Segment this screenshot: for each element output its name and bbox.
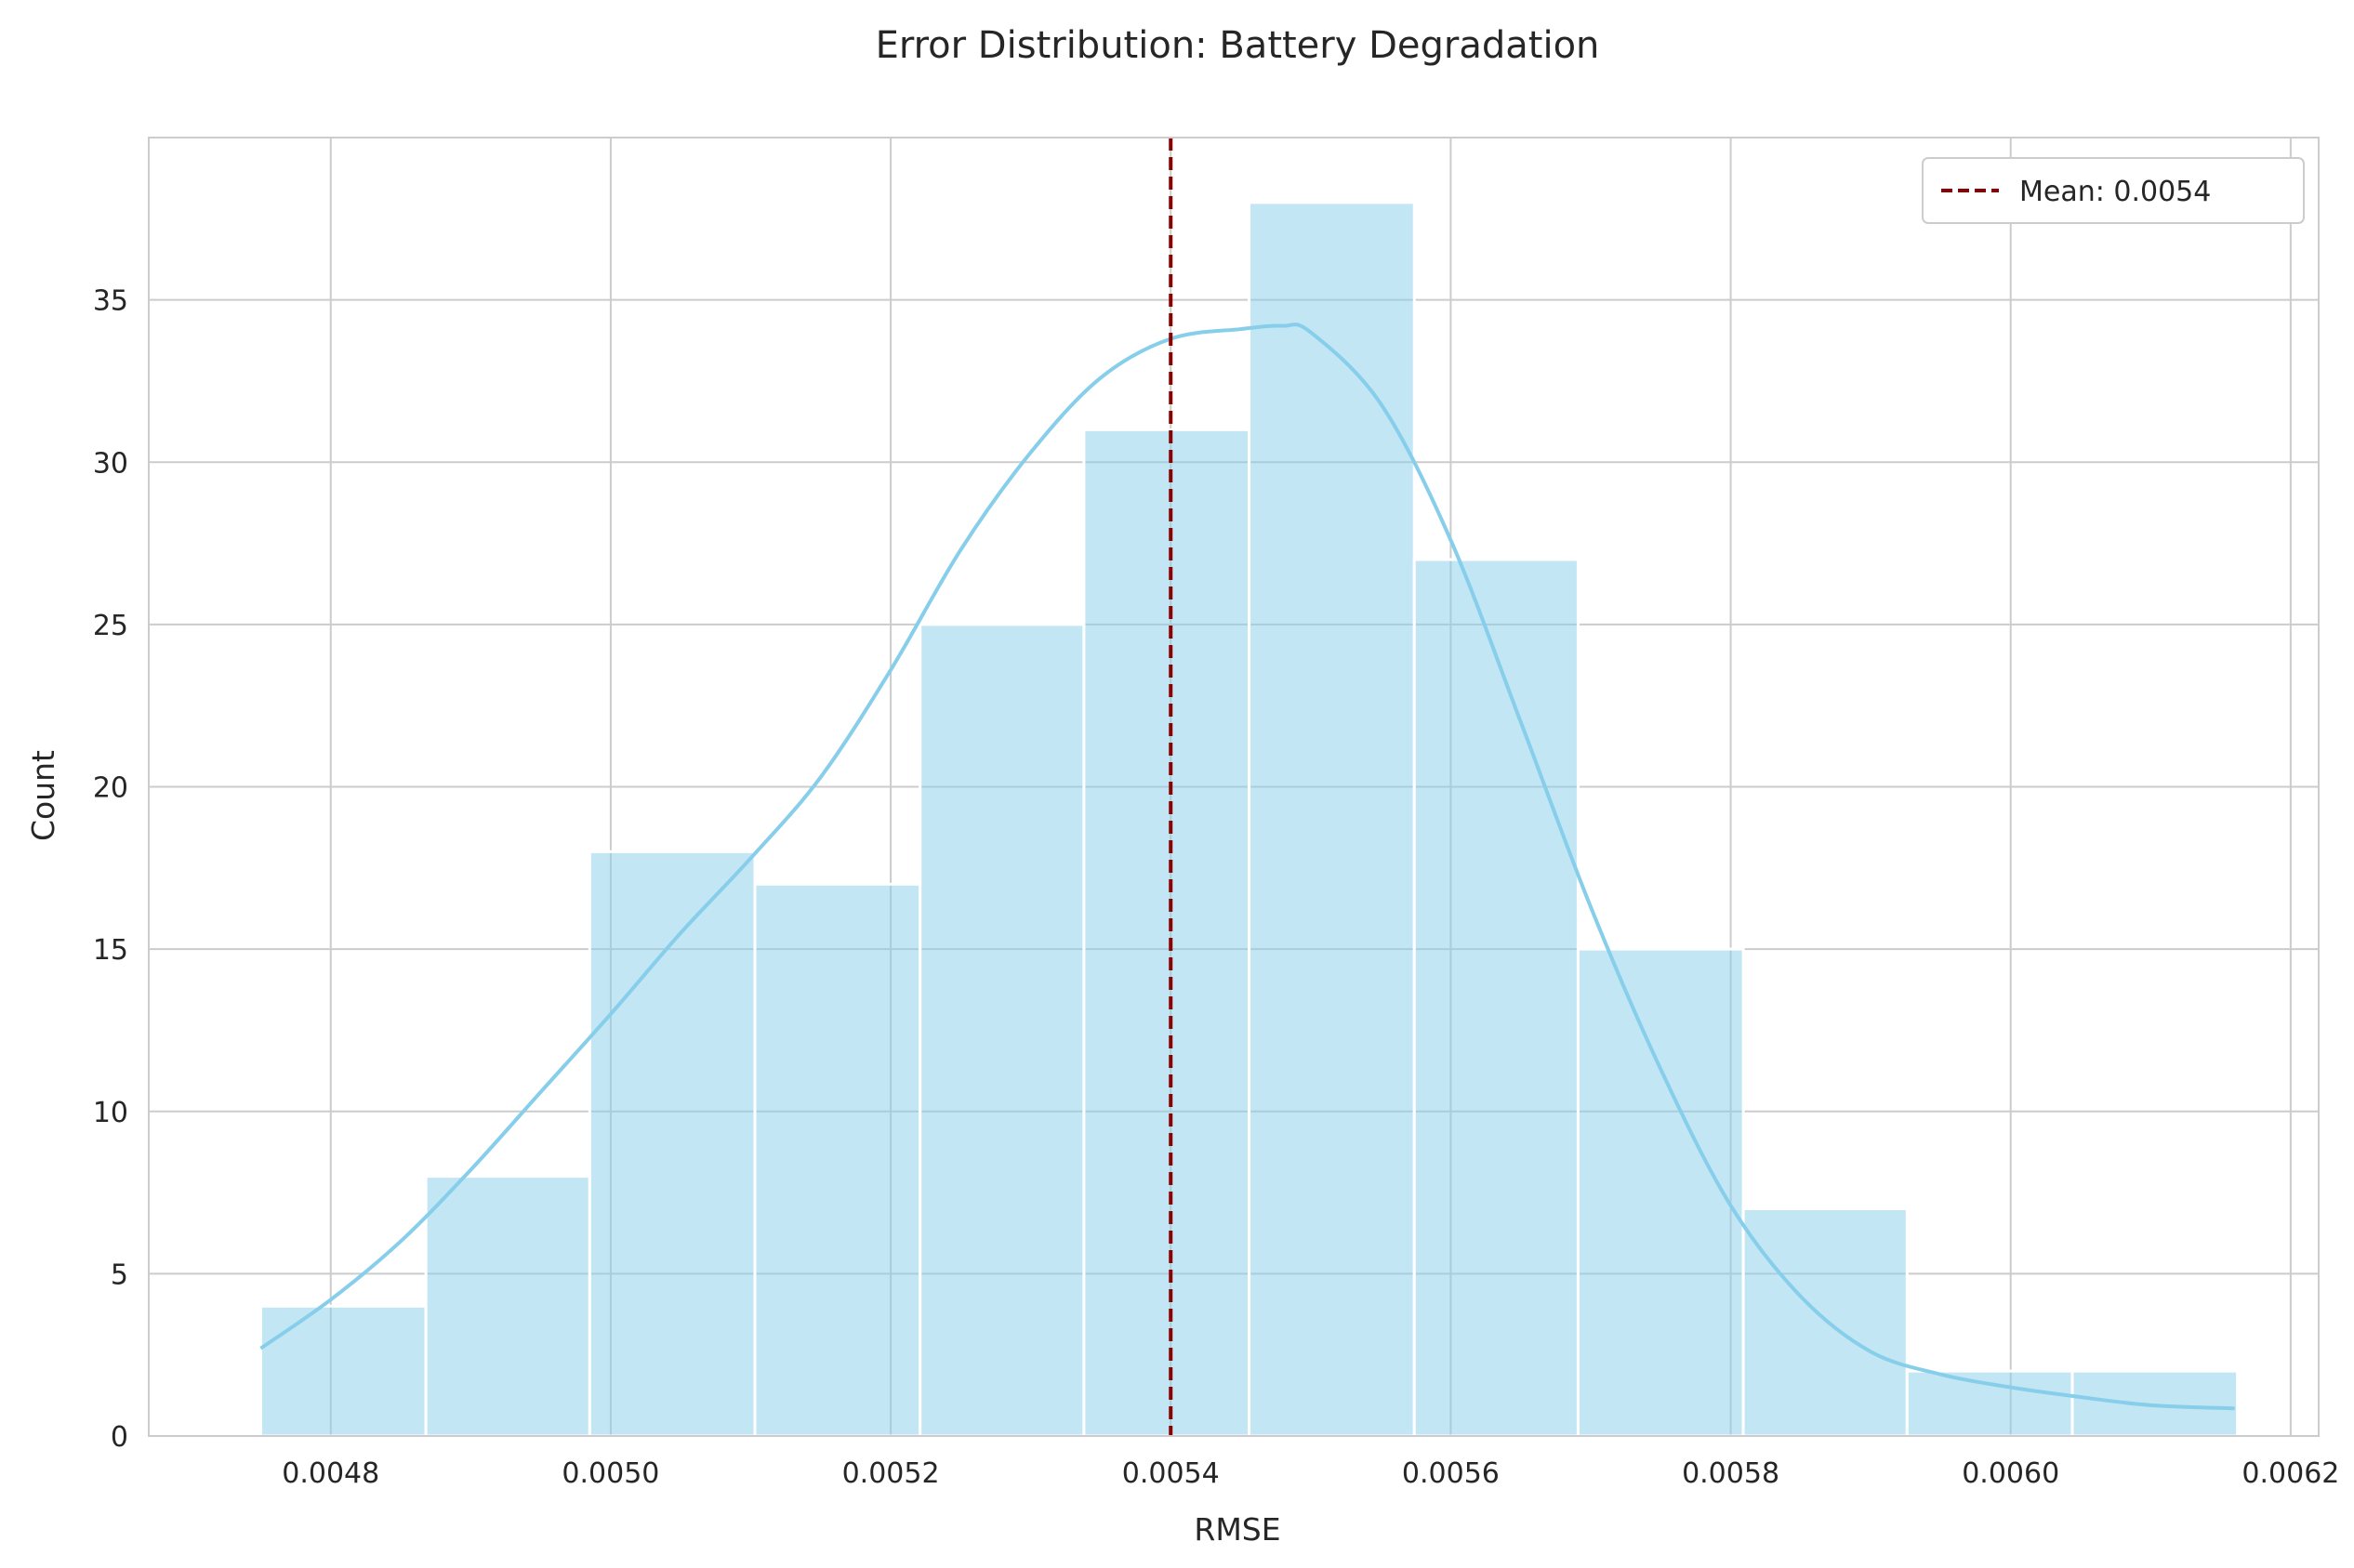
y-tick-label: 0: [111, 1421, 128, 1454]
histogram-bar: [424, 1175, 591, 1438]
histogram-bar: [1741, 1207, 1909, 1438]
x-tick-label: 0.0048: [282, 1457, 379, 1490]
x-axis-ticks: 0.0048 0.0050 0.0052 0.0054 0.0056 0.0058 0.00…: [282, 1457, 2339, 1490]
plot-frame: [148, 137, 2320, 1437]
kde-curve: [259, 323, 2235, 1411]
chart-title: Error Distribution: Battery Degradation: [876, 24, 1600, 67]
x-tick-label: 0.0050: [562, 1457, 659, 1490]
legend-mean-label: Mean: 0.0054: [2019, 176, 2211, 208]
histogram-bars: [258, 201, 2240, 1438]
y-tick-label: 10: [93, 1097, 128, 1129]
kde-curve-group: [259, 323, 2235, 1411]
x-tick-label: 0.0056: [1402, 1457, 1500, 1490]
y-tick-label: 15: [93, 934, 128, 967]
histogram-bar: [1248, 201, 1416, 1438]
x-axis-label: RMSE: [1194, 1511, 1280, 1548]
y-axis-label: Count: [25, 750, 61, 841]
x-tick-label: 0.0054: [1122, 1457, 1220, 1490]
legend: Mean: 0.0054: [1922, 157, 2305, 224]
histogram-bar: [1576, 947, 1745, 1438]
histogram-bar: [919, 623, 1086, 1438]
histogram-bar: [1082, 428, 1251, 1438]
y-tick-label: 20: [93, 772, 128, 805]
x-tick-label: 0.0058: [1682, 1457, 1779, 1490]
x-tick-label: 0.0060: [1962, 1457, 2059, 1490]
histogram-bar: [588, 850, 757, 1438]
histogram-bar: [2070, 1369, 2240, 1438]
y-tick-label: 35: [93, 285, 128, 318]
y-tick-label: 5: [111, 1258, 128, 1291]
histogram-bar: [1905, 1369, 2074, 1438]
y-axis-ticks: 0 5 10 15 20 25 30 35: [93, 285, 128, 1454]
y-tick-label: 25: [93, 610, 128, 642]
x-tick-label: 0.0062: [2242, 1457, 2339, 1490]
x-tick-label: 0.0052: [842, 1457, 940, 1490]
legend-box: [1922, 157, 2305, 224]
histogram-bar: [258, 1304, 428, 1438]
histogram-bar: [753, 882, 922, 1438]
histogram-bar: [1412, 558, 1580, 1438]
y-tick-label: 30: [93, 447, 128, 480]
